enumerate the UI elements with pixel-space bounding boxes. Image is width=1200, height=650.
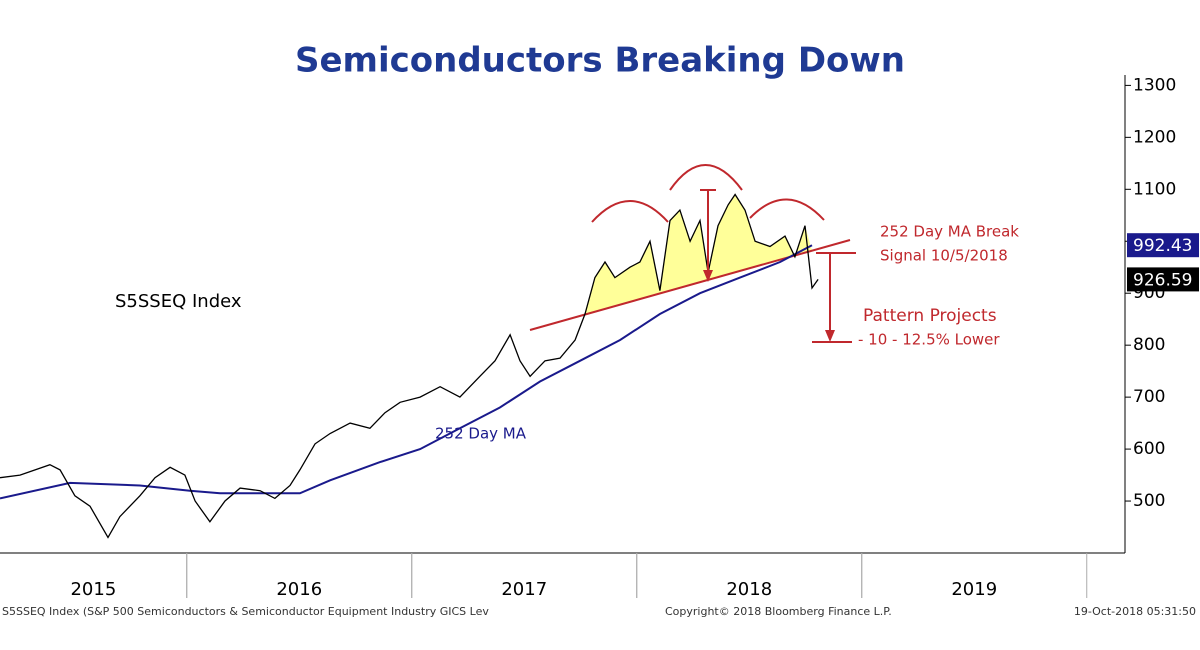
x-tick-label: 2015: [70, 579, 116, 600]
y-tick-label: 600: [1133, 439, 1165, 459]
chart-title: Semiconductors Breaking Down: [295, 41, 905, 81]
index-label: S5SSEQ Index: [115, 291, 242, 312]
arrowhead: [703, 270, 713, 282]
y-tick-label: 500: [1133, 491, 1165, 511]
shoulder-arc: [591, 200, 669, 223]
annotation: Pattern Projects: [863, 306, 997, 326]
series-line: [0, 193, 819, 539]
pattern-fill: [575, 194, 813, 318]
last-value-tag: [1127, 233, 1199, 258]
shoulder-arc: [749, 198, 825, 221]
y-tick-label: 1300: [1133, 75, 1176, 95]
y-tick-label: 1100: [1133, 179, 1176, 199]
last-value-label: 992.43: [1133, 236, 1192, 256]
x-tick-label: 2018: [726, 579, 772, 600]
annotation: Signal 10/5/2018: [880, 247, 1008, 265]
annotation: - 10 - 12.5% Lower: [858, 331, 1000, 349]
x-tick-label: 2017: [501, 579, 547, 600]
last-value-label: 926.59: [1133, 270, 1192, 290]
annotation: 252 Day MA Break: [880, 223, 1019, 241]
arrowhead: [825, 330, 835, 342]
y-tick-label: 1200: [1133, 127, 1176, 147]
footer-copyright: Copyright© 2018 Bloomberg Finance L.P.: [665, 605, 892, 618]
x-tick-label: 2016: [276, 579, 322, 600]
neckline: [529, 239, 851, 331]
y-tick-label: 700: [1133, 387, 1165, 407]
pattern-marks: [591, 164, 856, 343]
annotation: 252 Day MA: [435, 425, 527, 443]
last-value-tag: [1127, 267, 1199, 292]
footer-source: S5SSEQ Index (S&P 500 Semiconductors & S…: [2, 605, 489, 618]
y-tick-label: 800: [1133, 335, 1165, 355]
x-tick-label: 2019: [951, 579, 997, 600]
head-arc: [669, 164, 743, 191]
series-line: [0, 244, 813, 500]
footer-timestamp: 19-Oct-2018 05:31:50: [1074, 605, 1196, 618]
plot-area: 5006007008009001000110012001300201520162…: [0, 75, 1176, 600]
